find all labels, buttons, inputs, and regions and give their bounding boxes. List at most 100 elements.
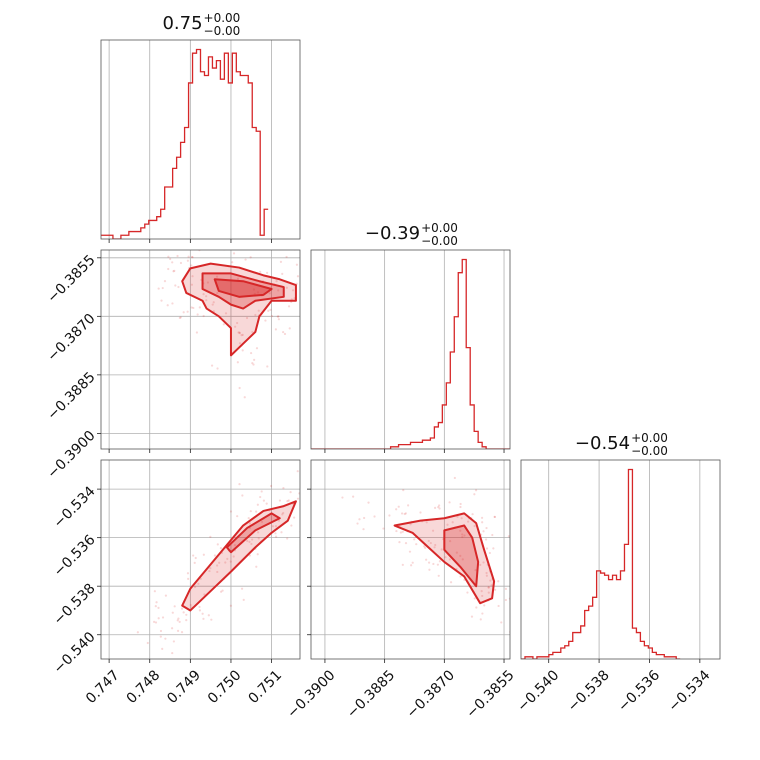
sample-point (274, 525, 278, 528)
sample-point (301, 504, 303, 506)
sample-point (483, 604, 486, 607)
sample-point (425, 558, 428, 561)
sample-point (448, 558, 451, 561)
sample-point (157, 606, 160, 609)
sample-point (163, 280, 167, 283)
density-panel-2 (307, 459, 511, 663)
title-err-minus: −0.00 (204, 24, 241, 38)
sample-point (191, 275, 194, 278)
sample-point (497, 604, 500, 608)
sample-point (248, 554, 251, 557)
sample-point (212, 301, 215, 304)
sample-point (290, 524, 293, 527)
sample-point (489, 579, 492, 582)
sample-point (461, 558, 464, 561)
sample-point (298, 492, 300, 495)
panel-title-2: −0.54 (575, 433, 630, 454)
sample-point (249, 510, 252, 513)
sample-point (187, 255, 190, 258)
sample-point (154, 605, 157, 608)
sample-point (274, 532, 277, 535)
sample-point (282, 511, 285, 515)
sample-point (236, 515, 239, 518)
sample-point (305, 306, 307, 308)
sample-point (449, 581, 453, 584)
sample-point (265, 502, 268, 505)
sample-point (245, 316, 249, 320)
sample-point (260, 490, 263, 493)
sample-point (177, 617, 180, 620)
sample-point (206, 281, 210, 284)
histogram-panel-2: −0.54 +0.00−0.00 (520, 431, 721, 663)
density-contour-1 (443, 524, 480, 588)
sample-point (296, 470, 299, 473)
sample-point (455, 551, 458, 554)
sample-point (459, 529, 462, 532)
sample-point (180, 631, 184, 634)
sample-point (474, 489, 478, 492)
sample-point (428, 568, 431, 571)
sample-point (482, 530, 485, 533)
sample-point (211, 303, 214, 306)
sample-point (222, 323, 225, 326)
y-tick-label: −0.538 (51, 581, 99, 629)
sample-point (216, 291, 219, 295)
sample-point (296, 497, 300, 500)
sample-point (277, 289, 280, 292)
sample-point (176, 254, 179, 258)
sample-point (157, 287, 160, 290)
sample-point (259, 495, 262, 499)
sample-point (190, 283, 194, 286)
sample-point (388, 514, 391, 517)
sample-point (280, 531, 283, 534)
sample-point (437, 574, 440, 577)
sample-point (500, 621, 503, 624)
sample-point (497, 580, 500, 583)
sample-point (279, 260, 283, 263)
sample-point (249, 256, 252, 259)
sample-point (177, 243, 179, 245)
sample-point (198, 306, 201, 309)
sample-point (270, 315, 274, 318)
sample-point (404, 512, 407, 515)
sample-point (231, 261, 234, 264)
sample-point (216, 367, 219, 370)
sample-point (229, 510, 233, 513)
y-tick-label: −0.3900 (44, 428, 98, 482)
sample-point (171, 664, 173, 666)
sample-point (238, 331, 241, 334)
sample-point (232, 555, 235, 558)
sample-point (504, 598, 507, 602)
sample-point (473, 493, 476, 496)
sample-point (256, 291, 260, 294)
sample-point (154, 660, 156, 662)
sample-point (176, 629, 180, 632)
sample-point (367, 501, 370, 504)
sample-point (213, 554, 216, 557)
sample-point (218, 561, 221, 564)
sample-point (274, 535, 278, 538)
histogram-step-line (311, 258, 510, 449)
sample-point (449, 540, 452, 543)
sample-point (196, 313, 199, 316)
sample-point (303, 493, 305, 495)
sample-point (252, 288, 256, 291)
sample-point (395, 529, 398, 533)
sample-point (236, 277, 240, 280)
sample-point (471, 513, 474, 516)
sample-point (255, 510, 258, 513)
sample-point (236, 321, 239, 325)
sample-point (172, 640, 175, 643)
sample-point (461, 533, 464, 536)
histogram-step-line (101, 48, 269, 239)
axis-frame (100, 249, 301, 450)
sample-point (243, 396, 246, 399)
sample-point (404, 542, 408, 545)
sample-point (438, 507, 441, 510)
sample-point (154, 621, 158, 624)
sample-point (277, 318, 280, 321)
sample-point (224, 312, 228, 315)
sample-point (308, 284, 310, 286)
sample-point (190, 306, 193, 309)
sample-point (362, 528, 365, 531)
